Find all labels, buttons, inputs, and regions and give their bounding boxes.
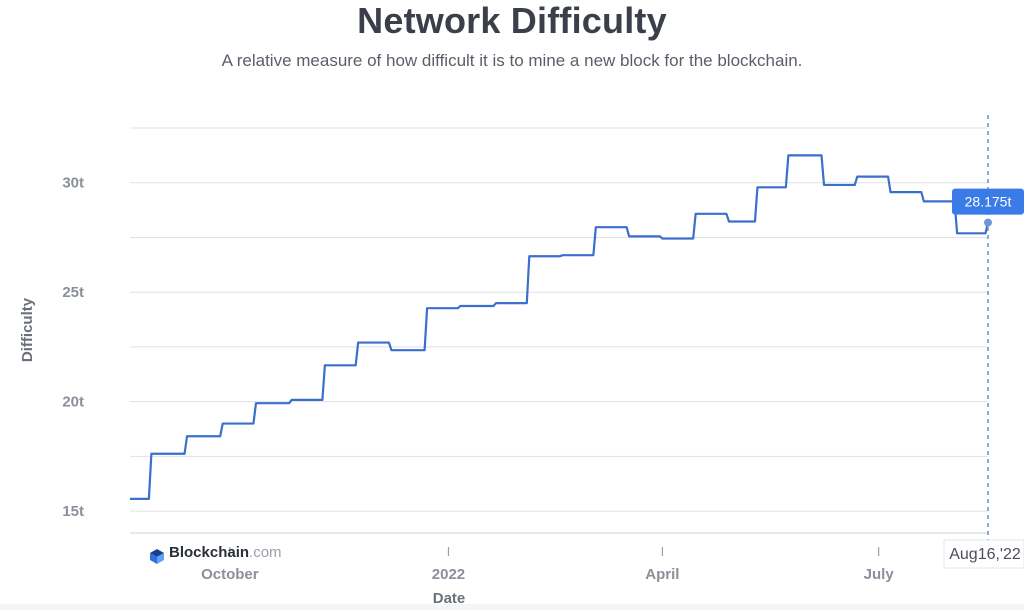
svg-text:Blockchain.com: Blockchain.com [169, 544, 282, 561]
tooltip-value: 28.175t [965, 194, 1012, 210]
page-title: Network Difficulty [357, 0, 667, 41]
gridlines [130, 127, 988, 512]
x-tick-label: October [201, 566, 259, 583]
hover-date-flag: Aug16,'22 [943, 539, 1024, 569]
footer-band [0, 604, 1024, 610]
difficulty-line [130, 154, 990, 500]
y-tick-label: 25t [62, 284, 84, 301]
last-point-marker[interactable] [984, 218, 992, 227]
y-axis: 15t 20t 25t 30t [62, 175, 84, 520]
y-tick-label: 20t [62, 394, 84, 411]
brand-name: Blockchain [169, 544, 249, 561]
tooltip-background [952, 188, 1024, 215]
x-axis-title: Date [433, 590, 466, 607]
x-tick-label: April [645, 566, 679, 583]
x-tick-label: July [864, 566, 895, 583]
x-tick-label: 2022 [432, 566, 465, 583]
y-tick-label: 15t [62, 503, 84, 520]
brand-logo[interactable]: Blockchain.com [150, 544, 282, 564]
x-axis: October 2022 April July [201, 547, 894, 583]
blockchain-logo-icon [150, 549, 164, 564]
value-tooltip: 28.175t [952, 188, 1024, 215]
date-flag-label: Aug16,'22 [949, 546, 1021, 563]
page-subtitle: A relative measure of how difficult it i… [221, 51, 803, 70]
date-flag-background [943, 539, 1024, 569]
brand-suffix: .com [249, 544, 282, 561]
y-tick-label: 30t [62, 175, 84, 192]
y-axis-title: Difficulty [19, 297, 36, 362]
